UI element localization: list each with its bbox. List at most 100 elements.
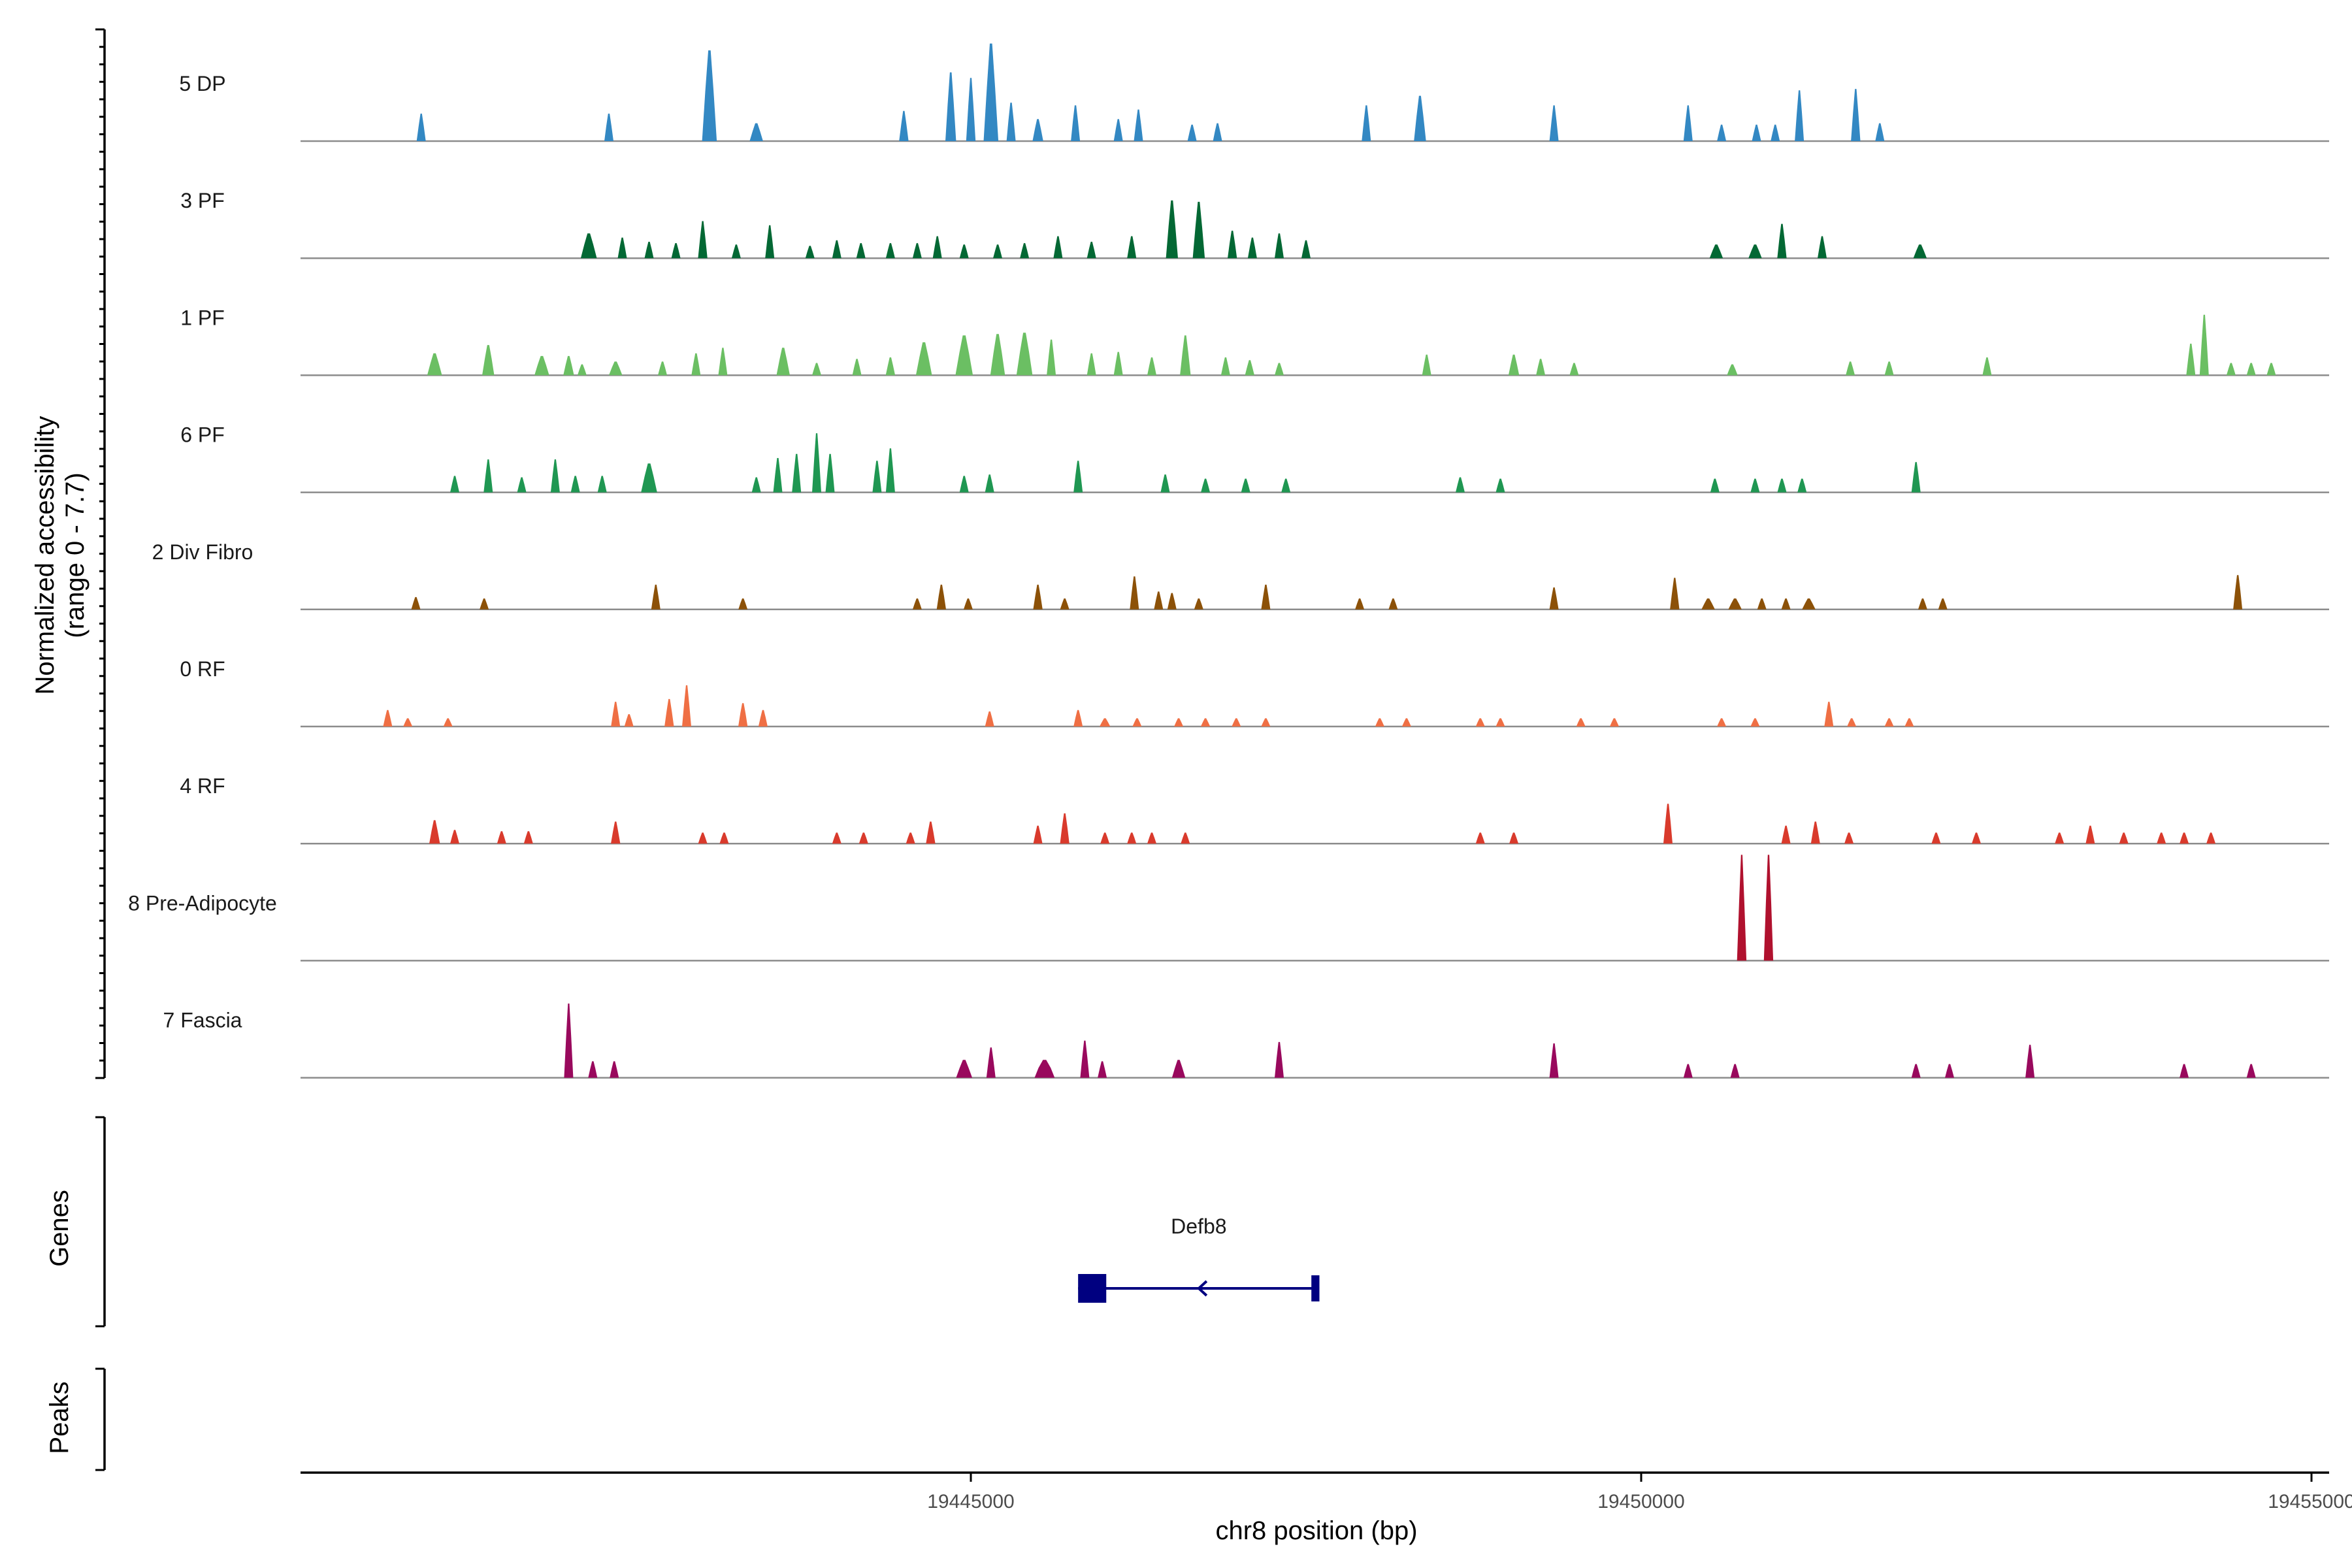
coverage-peak xyxy=(832,240,841,259)
coverage-peak xyxy=(1375,718,1384,727)
coverage-peak xyxy=(805,246,815,259)
coverage-peak xyxy=(1275,1041,1284,1078)
track-6-pf: 6 PF xyxy=(180,423,2329,493)
peaks-panel-label: Peaks xyxy=(45,1381,74,1454)
track-3-pf: 3 PF xyxy=(180,189,2329,259)
coverage-peak xyxy=(959,476,969,493)
track-2-div-fibro: 2 Div Fibro xyxy=(152,540,2329,611)
coverage-peak xyxy=(604,113,613,141)
coverage-peak xyxy=(427,353,442,376)
coverage-peak xyxy=(2025,1045,2035,1078)
coverage-peak xyxy=(1818,236,1827,259)
coverage-peak xyxy=(1475,718,1485,727)
coverage-peak xyxy=(1033,825,1043,844)
coverage-peak xyxy=(664,698,674,727)
track-0-rf: 0 RF xyxy=(180,657,2329,728)
coverage-peak xyxy=(1006,103,1016,141)
coverage-peak xyxy=(1717,124,1727,141)
coverage-peak xyxy=(1192,201,1205,259)
coverage-peak xyxy=(1844,832,1854,844)
coverage-peak xyxy=(985,711,994,727)
coverage-peak xyxy=(1757,598,1767,610)
coverage-peak xyxy=(1281,478,1291,493)
coverage-peak xyxy=(1187,124,1197,141)
coverage-peak xyxy=(1181,832,1190,844)
coverage-peak xyxy=(550,459,560,493)
coverage-peak xyxy=(1737,855,1747,961)
coverage-peak xyxy=(411,596,421,610)
coverage-peak xyxy=(1147,832,1156,844)
coverage-peak xyxy=(1771,124,1780,141)
coverage-peak xyxy=(936,584,946,610)
coverage-peak xyxy=(1911,1064,1921,1078)
coverage-peak xyxy=(1536,359,1546,376)
coverage-peak xyxy=(825,453,835,493)
coverage-peak xyxy=(1931,832,1941,844)
coverage-peak xyxy=(1132,718,1142,727)
coverage-peak xyxy=(644,242,654,259)
track-8-pre-adipocyte: 8 Pre-Adipocyte xyxy=(128,855,2329,962)
coverage-peak xyxy=(2085,825,2095,844)
coverage-peak xyxy=(832,832,841,844)
coverage-peak xyxy=(2246,363,2256,376)
coverage-peak xyxy=(963,598,973,610)
coverage-peak xyxy=(1080,1040,1090,1078)
x-axis-tick-label: 19445000 xyxy=(927,1491,1014,1512)
coverage-peak xyxy=(792,453,802,493)
coverage-peak xyxy=(1020,243,1030,259)
coverage-peak xyxy=(2246,1064,2256,1078)
coverage-peak xyxy=(738,598,748,610)
coverage-peak xyxy=(570,476,580,493)
coverage-peak xyxy=(2233,575,2243,610)
track-label: 5 DP xyxy=(179,72,225,95)
coverage-peak xyxy=(2180,832,2189,844)
coverage-peak xyxy=(738,703,748,727)
coverage-peak xyxy=(749,123,763,141)
coverage-peak xyxy=(1777,223,1787,259)
coverage-peak xyxy=(658,361,667,376)
coverage-peak xyxy=(483,459,493,493)
strand-arrow-icon xyxy=(1196,1280,1208,1297)
coverage-peak xyxy=(624,714,634,727)
coverage-peak xyxy=(617,237,627,259)
coverage-peak xyxy=(812,363,821,376)
coverage-peak xyxy=(915,342,932,376)
coverage-peak xyxy=(1851,89,1861,141)
coverage-peak xyxy=(758,710,768,727)
coverage-peak xyxy=(1034,1060,1055,1078)
coverage-peak xyxy=(932,236,942,259)
coverage-peak xyxy=(523,831,533,844)
coverage-peak xyxy=(1100,718,1111,727)
coverage-peak xyxy=(1355,598,1365,610)
coverage-peak xyxy=(1938,598,1948,610)
coverage-peak xyxy=(1098,1061,1107,1078)
coverage-peak xyxy=(610,1061,619,1078)
coverage-peak xyxy=(1171,1060,1186,1078)
coverage-peak xyxy=(1683,1064,1693,1078)
coverage-peak xyxy=(563,355,574,376)
coverage-peak xyxy=(856,243,866,259)
gene-annotation-panel: Defb8 xyxy=(1078,1215,1320,1303)
track-label: 2 Div Fibro xyxy=(152,540,253,564)
coverage-peak xyxy=(1032,119,1043,141)
coverage-peak xyxy=(480,598,489,610)
coverage-peak xyxy=(956,1060,973,1078)
coverage-peak xyxy=(1060,598,1070,610)
coverage-peak xyxy=(1388,598,1398,610)
coverage-peak xyxy=(852,359,862,376)
genes-panel-label: Genes xyxy=(45,1190,74,1267)
coverage-peak xyxy=(1200,718,1211,727)
coverage-peak xyxy=(2266,363,2276,376)
coverage-peak xyxy=(2226,363,2236,376)
coverage-peak xyxy=(912,598,922,610)
coverage-peak xyxy=(1911,462,1921,493)
coverage-peak xyxy=(1884,361,1894,376)
coverage-peak xyxy=(812,433,821,493)
track-label: 6 PF xyxy=(180,423,225,447)
coverage-peak xyxy=(1127,832,1137,844)
track-5-dp: 5 DP xyxy=(179,43,2329,142)
left-axis-brackets xyxy=(95,28,106,1471)
track-label: 8 Pre-Adipocyte xyxy=(128,891,277,915)
coverage-peak xyxy=(1904,718,1914,727)
coverage-peak xyxy=(1710,478,1720,493)
